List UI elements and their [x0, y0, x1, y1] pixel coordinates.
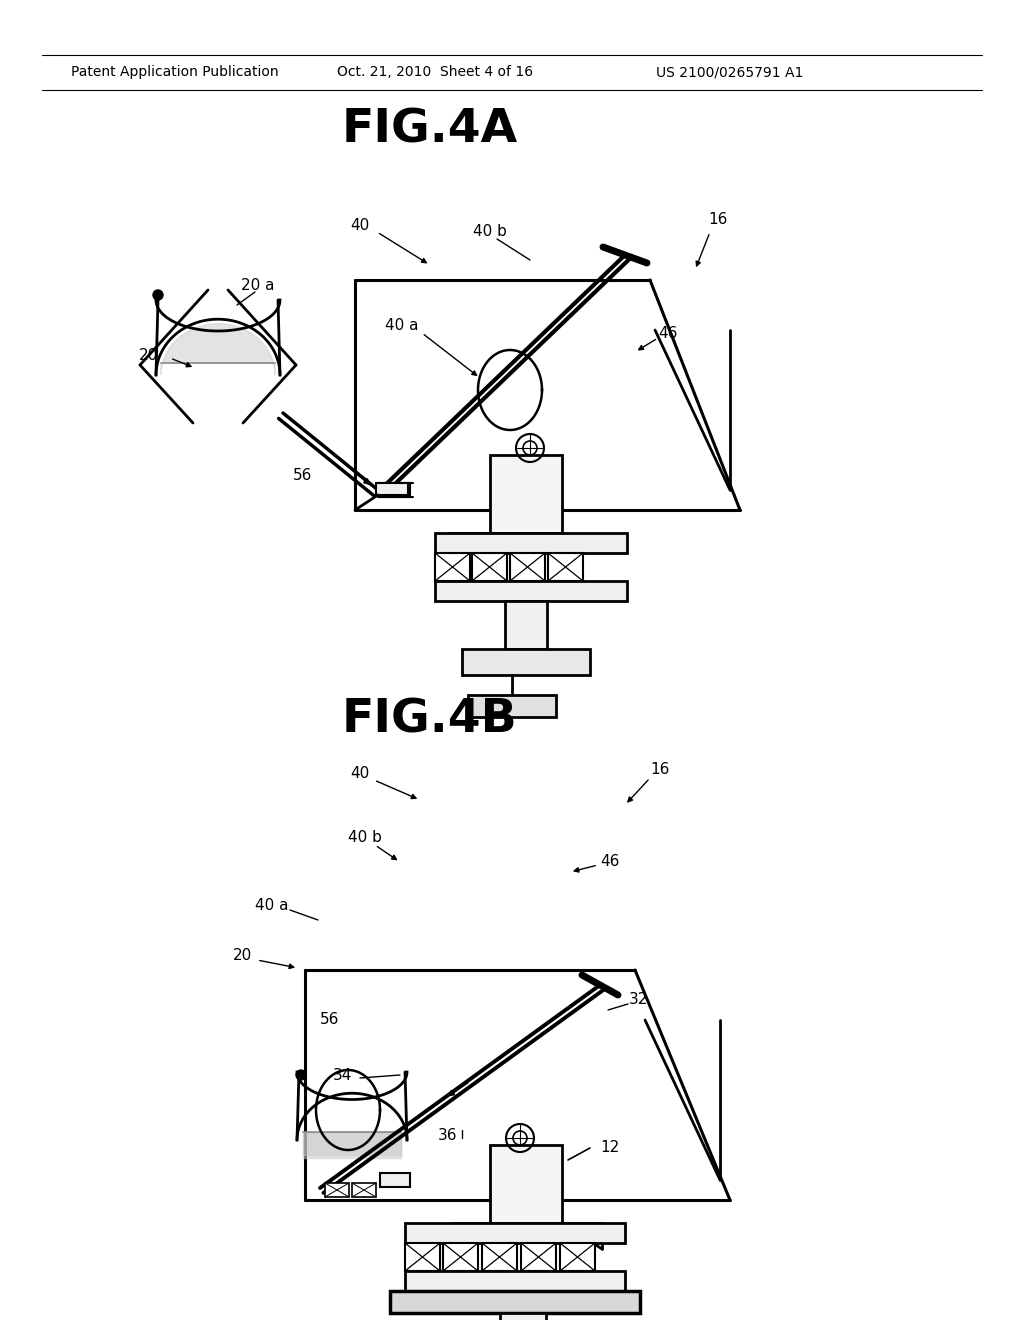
Bar — [435, 533, 627, 553]
Text: 40 b: 40 b — [473, 224, 507, 239]
Text: 40 a: 40 a — [255, 898, 289, 912]
Text: 40: 40 — [350, 218, 370, 232]
Text: FIG.4A: FIG.4A — [342, 107, 518, 153]
Text: Oct. 21, 2010  Sheet 4 of 16: Oct. 21, 2010 Sheet 4 of 16 — [337, 65, 534, 79]
Bar — [380, 483, 410, 498]
Bar — [462, 649, 590, 675]
Text: 46: 46 — [600, 854, 620, 870]
Text: 56: 56 — [293, 467, 312, 483]
Bar — [380, 1173, 410, 1187]
Bar — [482, 1243, 517, 1271]
Polygon shape — [303, 1133, 401, 1155]
Bar — [406, 1224, 625, 1243]
Bar — [443, 1243, 478, 1271]
Bar — [510, 553, 545, 581]
Text: 46: 46 — [658, 326, 678, 341]
Bar — [406, 1271, 625, 1291]
Bar — [325, 1183, 349, 1197]
Bar — [352, 1183, 376, 1197]
Bar — [406, 1243, 440, 1271]
Text: 34: 34 — [333, 1068, 351, 1082]
Bar — [390, 1291, 640, 1313]
Text: Patent Application Publication: Patent Application Publication — [72, 65, 279, 79]
Text: 12: 12 — [600, 1140, 620, 1155]
Bar — [490, 1144, 562, 1224]
Circle shape — [296, 1071, 306, 1080]
Bar — [505, 601, 547, 649]
Bar — [376, 483, 408, 495]
Text: 20: 20 — [232, 948, 252, 962]
Text: 16: 16 — [650, 763, 670, 777]
Text: 56: 56 — [321, 1012, 340, 1027]
Bar — [521, 1243, 556, 1271]
Text: FIG.4B: FIG.4B — [342, 697, 518, 742]
Bar — [490, 455, 562, 533]
Polygon shape — [161, 323, 275, 375]
Bar — [435, 581, 627, 601]
Text: 40 a: 40 a — [385, 318, 419, 333]
Text: 20: 20 — [138, 347, 158, 363]
Bar — [560, 1243, 595, 1271]
Bar — [472, 553, 507, 581]
Bar — [435, 553, 470, 581]
Text: 16: 16 — [709, 213, 728, 227]
Text: 40 b: 40 b — [348, 830, 382, 846]
Circle shape — [153, 290, 163, 300]
Bar — [548, 553, 583, 581]
Text: US 2100/0265791 A1: US 2100/0265791 A1 — [656, 65, 804, 79]
Text: 20 a: 20 a — [242, 277, 274, 293]
Bar — [500, 1313, 546, 1320]
Bar — [468, 696, 556, 717]
Text: 40: 40 — [350, 766, 370, 780]
Text: 36: 36 — [438, 1127, 458, 1143]
Text: 32: 32 — [629, 993, 648, 1007]
